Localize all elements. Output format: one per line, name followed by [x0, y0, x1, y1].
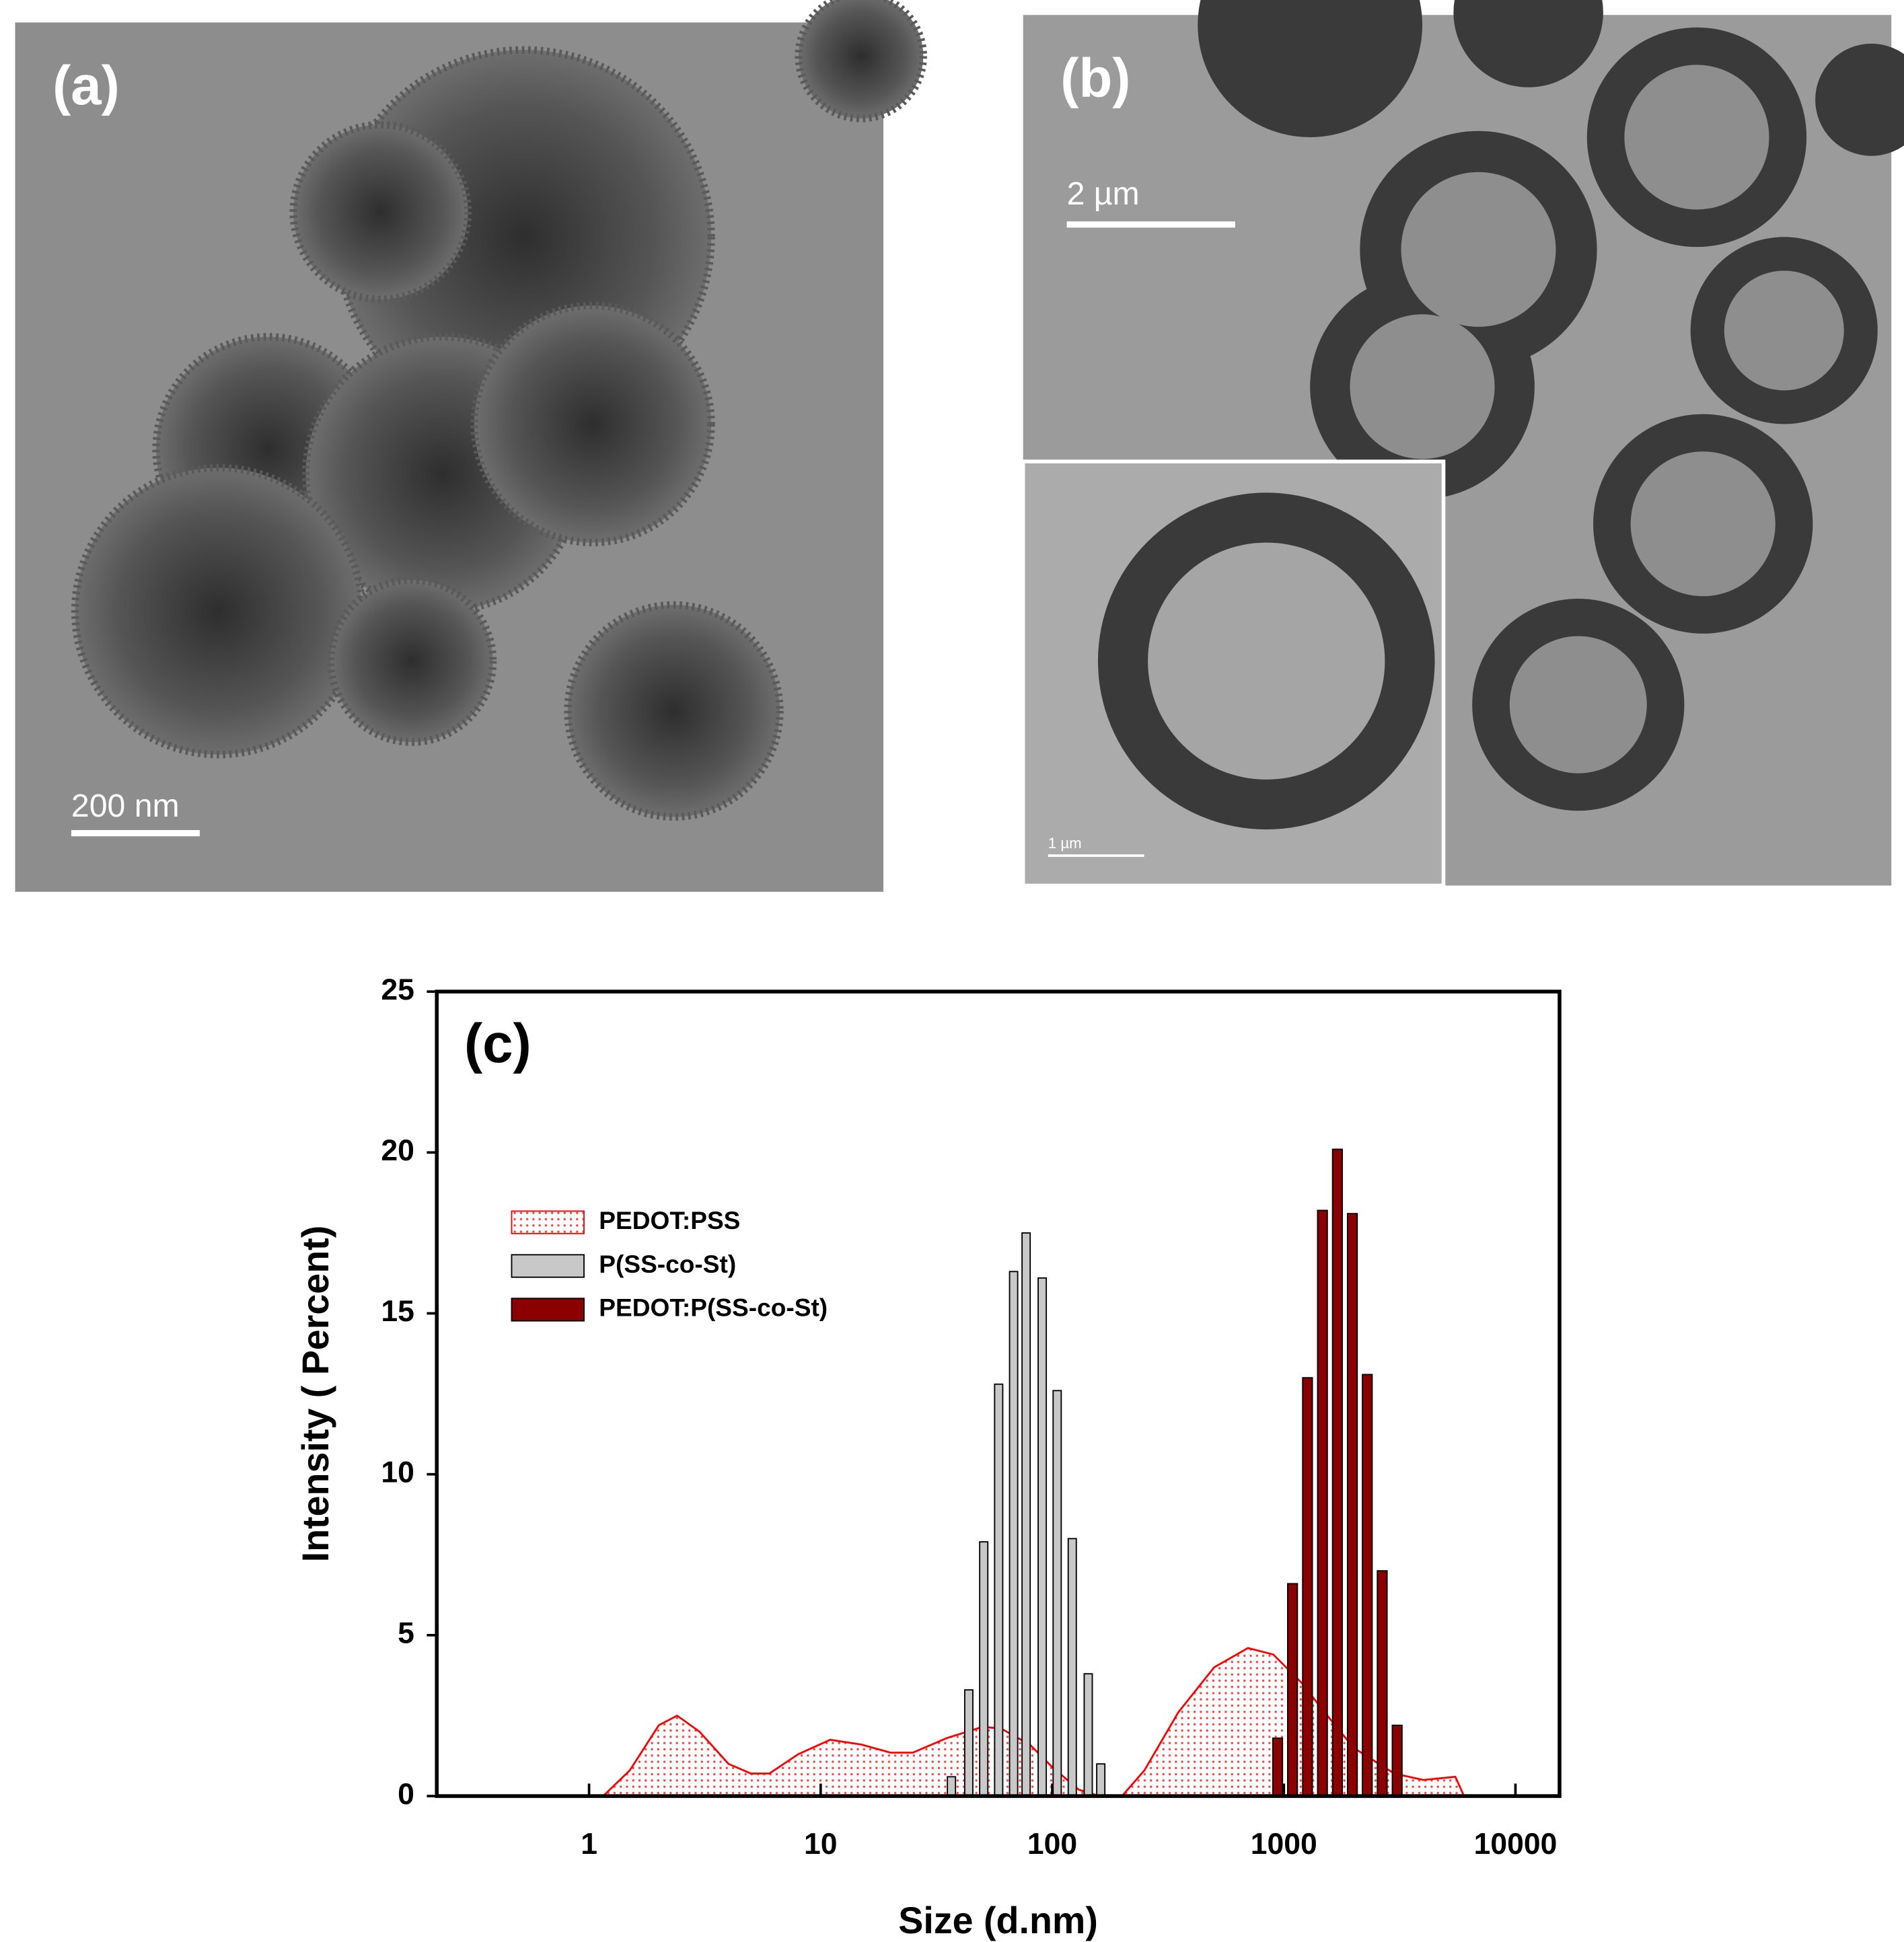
bar — [1331, 1148, 1343, 1797]
plot-frame — [435, 989, 1562, 1798]
bar — [1287, 1583, 1298, 1797]
x-tick-label: 1000 — [1251, 1828, 1317, 1861]
bar — [979, 1541, 989, 1797]
panel-label: (b) — [1060, 48, 1130, 109]
bar — [963, 1689, 974, 1797]
bar — [1302, 1377, 1313, 1797]
x-tick-label: 10000 — [1474, 1828, 1558, 1861]
y-tick-label: 10 — [381, 1456, 414, 1489]
bar — [1346, 1213, 1358, 1797]
y-axis-label: Intensity ( Percent) — [295, 1226, 336, 1563]
bar — [1377, 1570, 1388, 1797]
y-tick-label: 20 — [381, 1134, 414, 1167]
inset-scale-bar-label: 1 µm — [1048, 835, 1082, 852]
legend-swatch — [511, 1210, 585, 1234]
bar — [1083, 1673, 1093, 1797]
bar — [1272, 1738, 1284, 1797]
particles — [71, 0, 927, 821]
panel-b: (b) 2 µm 1 µm — [1021, 0, 1904, 888]
scale-bar-label: 2 µm — [1067, 176, 1140, 212]
bar — [1362, 1374, 1373, 1797]
legend-swatch — [511, 1254, 585, 1278]
y-tick-label: 5 — [398, 1617, 414, 1650]
x-tick-label: 100 — [1027, 1828, 1077, 1861]
y-tick-label: 25 — [381, 973, 414, 1006]
bar — [1317, 1209, 1328, 1797]
chart-title: (c) — [464, 1013, 532, 1074]
bar — [947, 1776, 957, 1797]
legend-swatch — [511, 1298, 585, 1322]
legend-label: P(SS-co-St) — [599, 1250, 736, 1278]
bar — [1037, 1277, 1048, 1797]
legend-label: PEDOT:PSS — [599, 1206, 740, 1234]
y-tick-label: 15 — [381, 1295, 414, 1328]
panel-label: (a) — [52, 55, 120, 116]
y-tick-label: 0 — [398, 1778, 414, 1811]
chart: 0 5 10 15 20 25 1 10 100 1000 10000 (c) Size (d.nm) I… — [295, 973, 1562, 1941]
panel-a: (a) 200 nm — [15, 0, 927, 892]
x-tick-label: 1 — [581, 1828, 597, 1861]
bar — [1067, 1538, 1077, 1797]
particles — [1198, 0, 1904, 811]
inset-core — [1148, 542, 1385, 780]
bar — [994, 1383, 1004, 1797]
area-fill — [603, 1648, 1465, 1797]
legend-label: PEDOT:P(SS-co-St) — [599, 1294, 828, 1322]
bar — [1052, 1390, 1062, 1797]
scale-bar-label: 200 nm — [71, 788, 180, 824]
bar — [1391, 1724, 1403, 1797]
x-axis-label: Size (d.nm) — [898, 1900, 1098, 1941]
bar — [1021, 1232, 1031, 1797]
x-tick-label: 10 — [804, 1828, 838, 1861]
bar — [1096, 1763, 1106, 1797]
bar — [1009, 1271, 1019, 1797]
